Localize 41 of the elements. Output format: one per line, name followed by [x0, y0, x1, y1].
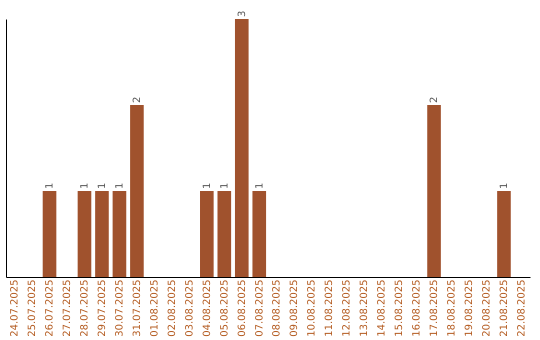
x-tick-label: 31.07.2025: [132, 280, 143, 337]
x-tick-label: 27.07.2025: [62, 280, 73, 337]
x-tick-label: 25.07.2025: [27, 280, 38, 337]
x-tick-label: 24.07.2025: [10, 280, 21, 337]
data-label: 2: [132, 96, 143, 103]
data-label: 2: [429, 96, 440, 103]
x-tick-label: 09.08.2025: [289, 280, 300, 337]
x-tick-label: 13.08.2025: [359, 280, 370, 337]
x-tick-label: 19.08.2025: [464, 280, 475, 337]
data-label: 3: [236, 10, 248, 17]
data-label: 1: [79, 182, 90, 189]
x-tick-label: 28.07.2025: [79, 280, 90, 337]
x-tick-label: 17.08.2025: [429, 280, 440, 337]
x-tick-label: 26.07.2025: [44, 280, 56, 337]
x-tick-label: 04.08.2025: [202, 280, 213, 337]
x-tick-label: 11.08.2025: [324, 280, 336, 337]
data-label: 1: [202, 182, 213, 189]
data-label: 1: [96, 182, 108, 189]
x-tick-label: 03.08.2025: [184, 280, 196, 337]
data-label: 1: [219, 182, 230, 189]
x-tick-label: 21.08.2025: [498, 280, 510, 337]
x-tick-label: 02.08.2025: [166, 280, 178, 337]
x-tick-label: 05.08.2025: [219, 280, 230, 337]
x-tick-label: 30.07.2025: [114, 280, 126, 337]
x-tick-label: 20.08.2025: [481, 280, 492, 337]
x-tick-label: 01.08.2025: [149, 280, 160, 337]
x-tick-label: 18.08.2025: [446, 280, 458, 337]
x-tick-label: 16.08.2025: [412, 280, 423, 337]
x-tick-label: 06.08.2025: [236, 280, 248, 337]
data-label: 1: [498, 182, 510, 189]
x-tick-label: 15.08.2025: [394, 280, 406, 337]
x-tick-label: 10.08.2025: [306, 280, 318, 337]
data-label: 1: [254, 182, 266, 189]
data-label: 1: [44, 182, 56, 189]
data-label: 1: [114, 182, 126, 189]
x-tick-label: 29.07.2025: [96, 280, 108, 337]
x-tick-label: 07.08.2025: [254, 280, 266, 337]
x-tick-label: 12.08.2025: [342, 280, 353, 337]
x-tick-label: 14.08.2025: [376, 280, 388, 337]
x-tick-label: 08.08.2025: [272, 280, 283, 337]
x-tick-label: 22.08.2025: [516, 280, 528, 337]
